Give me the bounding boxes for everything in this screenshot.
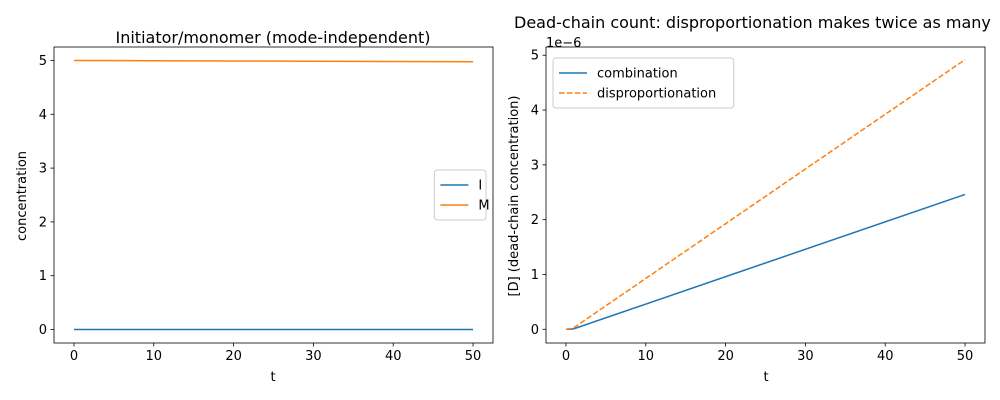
series-line-m bbox=[73, 59, 474, 63]
y-tick-label: 5 bbox=[39, 54, 47, 69]
chart-left-xlabel: t bbox=[270, 370, 275, 385]
legend-box bbox=[433, 169, 487, 221]
y-tick-label: 5 bbox=[531, 49, 539, 64]
legend-label: I bbox=[478, 179, 482, 194]
chart-left: Initiator/monomer (mode-independent) 0 10… bbox=[15, 28, 494, 385]
x-tick-label: 10 bbox=[637, 349, 654, 364]
series-line-disproportionation bbox=[565, 58, 966, 331]
x-tick-label: 30 bbox=[305, 349, 322, 364]
chart-right-xlabel: t bbox=[763, 370, 768, 385]
y-tick-label: 1 bbox=[39, 269, 47, 284]
x-tick-label: 20 bbox=[225, 349, 242, 364]
chart-right-plot: 0 10 20 30 40 50 0 1 2 3 4 5 combination disproportio… bbox=[531, 46, 986, 364]
x-tick-label: 0 bbox=[70, 349, 78, 364]
y-tick-label: 4 bbox=[531, 104, 539, 119]
chart-right: Dead-chain count: disproportionation mak… bbox=[507, 13, 991, 385]
chart-right-ylabel: [D] (dead-chain concentration) bbox=[507, 96, 522, 297]
legend-label: combination bbox=[597, 67, 678, 82]
x-tick-label: 50 bbox=[465, 349, 482, 364]
y-tick-label: 2 bbox=[531, 213, 539, 228]
plot-frame bbox=[53, 46, 494, 344]
y-tick-label: 2 bbox=[39, 215, 47, 230]
legend-box bbox=[552, 57, 735, 109]
plot-frame bbox=[545, 46, 986, 344]
legend: IM bbox=[433, 169, 490, 221]
y-tick-label: 4 bbox=[39, 108, 47, 123]
y-tick-label: 3 bbox=[531, 158, 539, 173]
y-tick-label: 0 bbox=[39, 323, 47, 338]
x-tick-label: 40 bbox=[877, 349, 894, 364]
x-tick-label: 30 bbox=[797, 349, 814, 364]
y-tick-label: 1 bbox=[531, 268, 539, 283]
series-line-combination bbox=[565, 193, 966, 331]
x-tick-label: 0 bbox=[562, 349, 570, 364]
y-tick-label: 3 bbox=[39, 162, 47, 177]
chart-left-title: Initiator/monomer (mode-independent) bbox=[115, 28, 430, 47]
chart-right-title: Dead-chain count: disproportionation mak… bbox=[514, 13, 991, 32]
x-tick-label: 20 bbox=[717, 349, 734, 364]
chart-left-plot: 0 10 20 30 40 50 0 1 2 3 4 5 IM bbox=[39, 46, 494, 364]
x-tick-label: 10 bbox=[145, 349, 162, 364]
y-tick-label: 0 bbox=[531, 323, 539, 338]
chart-right-y-exponent: 1e−6 bbox=[546, 36, 581, 51]
x-tick-label: 50 bbox=[957, 349, 974, 364]
legend-label: M bbox=[478, 199, 489, 214]
chart-left-ylabel: concentration bbox=[15, 151, 30, 241]
x-tick-label: 40 bbox=[385, 349, 402, 364]
legend-label: disproportionation bbox=[597, 87, 716, 102]
legend: combination disproportionation bbox=[552, 57, 735, 109]
